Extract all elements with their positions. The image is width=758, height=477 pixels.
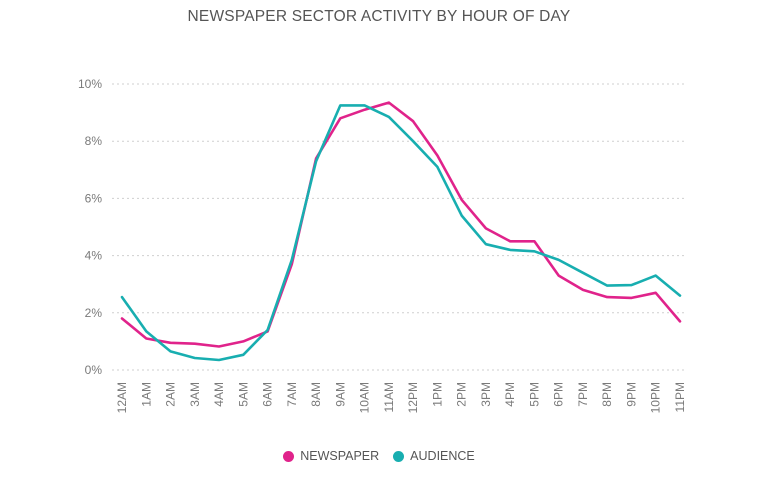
x-axis-ticks: 12AM 1AM 2AM 3AM 4AM 5AM 6AM 7AM 8AM 9AM 10AM 11AM 1… <box>115 382 687 413</box>
y-tick-label: 6% <box>85 191 103 205</box>
x-tick-label: 7PM <box>576 382 590 407</box>
x-tick-label: 9PM <box>624 382 638 407</box>
x-tick-label: 1AM <box>139 382 153 407</box>
x-tick-label: 6PM <box>552 382 566 407</box>
y-tick-label: 4% <box>85 249 103 263</box>
x-tick-label: 3AM <box>188 382 202 407</box>
x-tick-label: 7AM <box>285 382 299 407</box>
x-tick-label: 2PM <box>455 382 469 407</box>
x-tick-label: 2AM <box>164 382 178 407</box>
x-tick-label: 10PM <box>649 382 663 413</box>
y-tick-label: 10% <box>78 77 102 91</box>
x-tick-label: 8PM <box>600 382 614 407</box>
chart-title: NEWSPAPER SECTOR ACTIVITY BY HOUR OF DAY <box>187 8 571 25</box>
x-tick-label: 10AM <box>358 382 372 413</box>
legend-label-audience: AUDIENCE <box>410 449 475 463</box>
y-tick-label: 8% <box>85 134 103 148</box>
y-axis-ticks: 0% 2% 4% 6% 8% 10% <box>78 77 102 377</box>
legend-item-newspaper: NEWSPAPER <box>283 449 379 463</box>
legend-marker-newspaper <box>283 450 295 462</box>
legend-item-audience: AUDIENCE <box>393 449 475 463</box>
series-line-newspaper <box>120 101 682 348</box>
x-tick-label: 4AM <box>212 382 226 407</box>
series-line-audience <box>120 104 682 362</box>
x-tick-label: 11AM <box>382 382 396 412</box>
x-tick-label: 9AM <box>333 382 347 407</box>
y-tick-label: 2% <box>85 306 103 320</box>
legend-marker-audience <box>393 450 405 462</box>
x-tick-label: 3PM <box>479 382 493 407</box>
x-tick-label: 11PM <box>673 382 687 412</box>
grid-layer <box>112 83 684 371</box>
x-tick-label: 12AM <box>115 382 129 413</box>
x-tick-label: 5PM <box>527 382 541 407</box>
series-layer <box>120 101 682 362</box>
y-tick-label: 0% <box>85 363 103 377</box>
legend-label-newspaper: NEWSPAPER <box>300 449 380 463</box>
x-tick-label: 8AM <box>309 382 323 407</box>
x-tick-label: 6AM <box>261 382 275 407</box>
chart-legend: NEWSPAPER AUDIENCE <box>0 449 758 463</box>
x-tick-label: 4PM <box>503 382 517 407</box>
x-tick-label: 12PM <box>406 382 420 413</box>
x-tick-label: 5AM <box>236 382 250 407</box>
x-tick-label: 1PM <box>430 382 444 407</box>
